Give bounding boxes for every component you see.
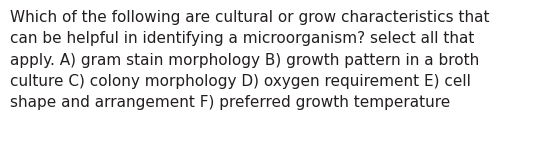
Text: Which of the following are cultural or grow characteristics that
can be helpful : Which of the following are cultural or g…: [10, 10, 489, 110]
